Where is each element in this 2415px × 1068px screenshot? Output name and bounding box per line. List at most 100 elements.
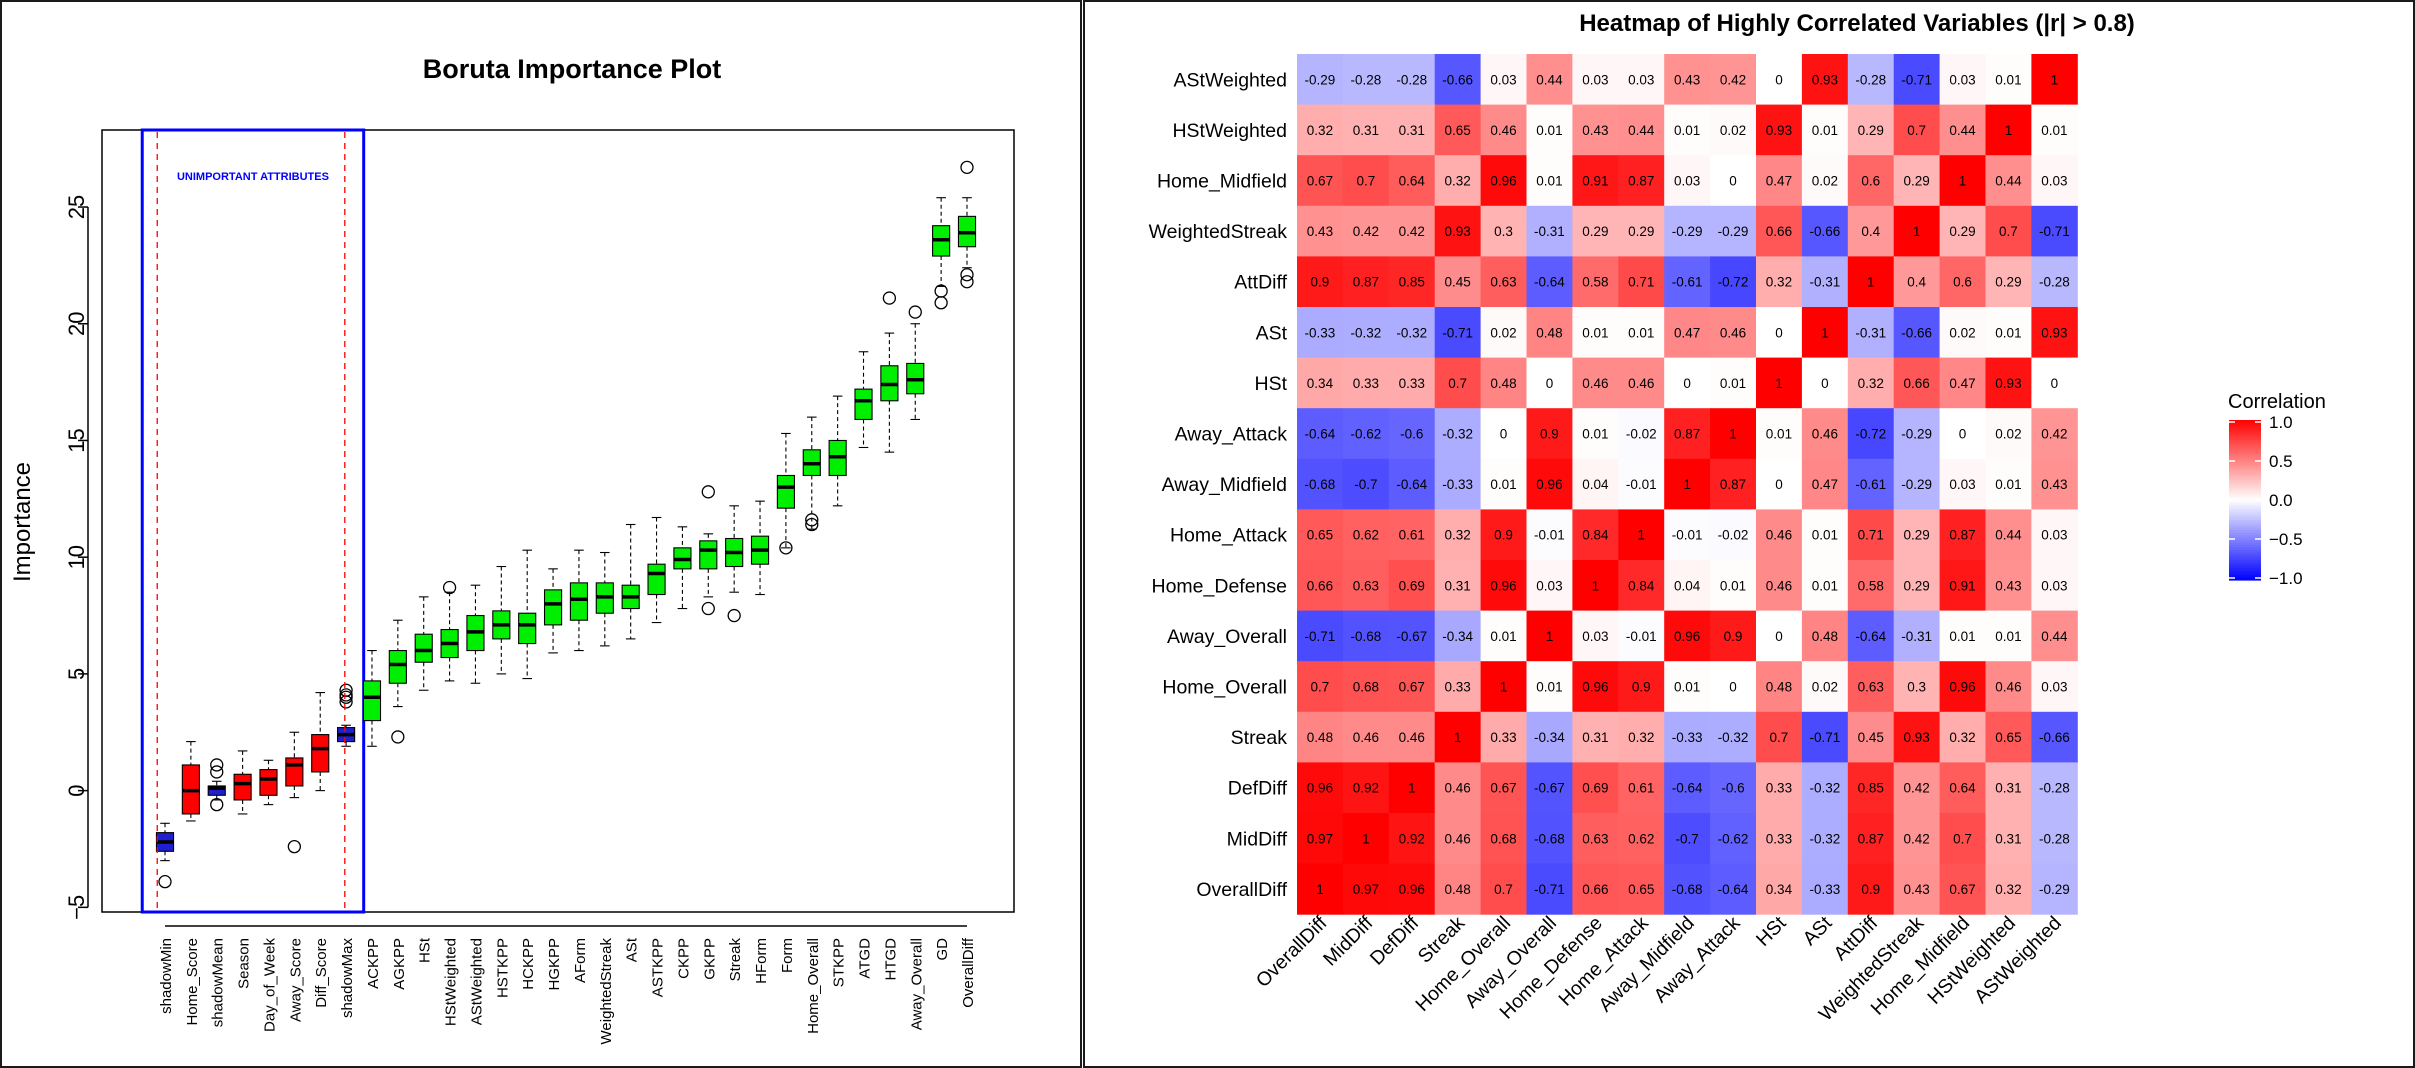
heatmap-cell-label: 0.7 bbox=[1448, 376, 1467, 391]
outlier-point bbox=[701, 601, 715, 616]
heatmap-cell bbox=[1618, 307, 1665, 359]
heatmap-cell bbox=[1618, 610, 1665, 662]
outlier-point bbox=[779, 541, 793, 555]
heatmap-cell-label: 0.01 bbox=[2041, 123, 2067, 138]
heatmap-cell bbox=[1342, 762, 1390, 814]
heatmap-cell-label: 0.29 bbox=[1904, 174, 1930, 189]
heatmap-cell-label: -0.71 bbox=[1534, 882, 1565, 897]
heatmap-cell bbox=[1434, 863, 1482, 915]
heatmap-cell-label: 0.87 bbox=[1949, 528, 1975, 543]
heatmap-cell bbox=[1434, 610, 1482, 662]
heatmap-cell bbox=[1618, 560, 1665, 612]
heatmap-cell-label: 0.96 bbox=[1490, 578, 1516, 593]
heatmap-cell bbox=[2031, 813, 2078, 865]
heatmap-cell bbox=[1893, 610, 1941, 662]
heatmap-cell-label: 0.46 bbox=[1399, 730, 1425, 745]
heatmap-cell bbox=[1664, 458, 1711, 510]
heatmap-cell-label: 0.32 bbox=[1949, 730, 1975, 745]
heatmap-cell bbox=[1710, 560, 1757, 612]
heatmap-cell bbox=[1572, 357, 1619, 409]
heatmap-cell bbox=[1710, 54, 1757, 106]
heatmap-cell bbox=[1664, 610, 1711, 662]
heatmap-cell bbox=[1664, 509, 1711, 561]
heatmap-row-label: MidDiff bbox=[1227, 828, 1288, 850]
legend-gradient-segment bbox=[2229, 472, 2261, 476]
heatmap-cell-label: 0.91 bbox=[1949, 578, 1975, 593]
legend-gradient-segment bbox=[2229, 555, 2261, 559]
heatmap-cell bbox=[1526, 104, 1573, 156]
heatmap-cell bbox=[1756, 408, 1803, 460]
box-Day_of_Week bbox=[259, 769, 278, 796]
heatmap-cell bbox=[1939, 762, 1986, 814]
heatmap-cell bbox=[1893, 661, 1941, 713]
heatmap-cell-label: 0.03 bbox=[1582, 72, 1608, 87]
heatmap-cell-label: 0.47 bbox=[1812, 477, 1838, 492]
heatmap-cell bbox=[1480, 661, 1527, 713]
heatmap-cell bbox=[1756, 813, 1803, 865]
y-tick-label: 25 bbox=[64, 195, 89, 219]
heatmap-cell bbox=[1618, 155, 1665, 207]
legend-gradient-segment bbox=[2229, 550, 2261, 554]
x-tick-label: GD bbox=[934, 938, 951, 961]
heatmap-cell bbox=[1801, 711, 1849, 763]
heatmap-cell bbox=[1756, 307, 1803, 359]
heatmap-cell-label: 0 bbox=[1729, 680, 1737, 695]
heatmap-row-label: WeightedStreak bbox=[1149, 221, 1288, 243]
heatmap-cell bbox=[1801, 458, 1849, 510]
heatmap-row-label: Home_Midfield bbox=[1157, 171, 1287, 193]
legend-gradient-segment bbox=[2229, 427, 2261, 431]
heatmap-cell-label: 0.32 bbox=[1766, 275, 1792, 290]
x-tick-label: HTGD bbox=[882, 938, 899, 981]
heatmap-cell-label: 0.01 bbox=[1536, 123, 1562, 138]
heatmap-cell bbox=[1847, 863, 1895, 915]
heatmap-cell bbox=[1388, 408, 1436, 460]
legend-gradient-segment bbox=[2229, 470, 2261, 474]
heatmap-cell bbox=[1847, 661, 1895, 713]
heatmap-cell-label: -0.66 bbox=[2039, 730, 2070, 745]
outlier-point bbox=[882, 291, 897, 305]
legend-gradient-segment bbox=[2229, 520, 2261, 524]
heatmap-cell-label: 0.29 bbox=[1904, 578, 1930, 593]
heatmap-cell-label: 0.04 bbox=[1582, 477, 1609, 492]
heatmap-cell-label: -0.64 bbox=[1718, 882, 1749, 897]
outlier-point bbox=[210, 797, 224, 812]
heatmap-cell-label: 0.01 bbox=[1536, 680, 1562, 695]
heatmap-cell bbox=[1526, 256, 1573, 308]
heatmap-cell bbox=[1710, 408, 1757, 460]
heatmap-cell bbox=[1342, 54, 1390, 106]
heatmap-cell bbox=[1434, 560, 1482, 612]
heatmap-cell bbox=[1756, 863, 1803, 915]
heatmap-row-label: AttDiff bbox=[1234, 272, 1287, 294]
heatmap-cell bbox=[1572, 509, 1619, 561]
heatmap-cell bbox=[1939, 155, 1986, 207]
heatmap-cell-label: -0.64 bbox=[1672, 781, 1703, 796]
heatmap-row-label: Home_Attack bbox=[1170, 525, 1287, 547]
heatmap-cell bbox=[1710, 711, 1757, 763]
heatmap-cell-label: -0.01 bbox=[1534, 528, 1565, 543]
heatmap-cell bbox=[1526, 205, 1573, 257]
heatmap-cell-label: 0.9 bbox=[1540, 427, 1559, 442]
heatmap-cell-label: 0.87 bbox=[1353, 275, 1379, 290]
heatmap-cell bbox=[1480, 560, 1527, 612]
x-tick-label: STKPP bbox=[831, 938, 848, 987]
heatmap-cell-label: -0.31 bbox=[1855, 325, 1886, 340]
heatmap-cell-label: 0.29 bbox=[1628, 224, 1654, 239]
heatmap-cell bbox=[1526, 711, 1573, 763]
heatmap-cell-label: 0.31 bbox=[1445, 578, 1471, 593]
heatmap-cell bbox=[1893, 155, 1941, 207]
x-tick-label: shadowMin bbox=[158, 938, 175, 1014]
box-Diff_Score bbox=[311, 734, 330, 773]
heatmap-cell bbox=[1985, 408, 2032, 460]
heatmap-cell bbox=[1985, 256, 2032, 308]
heatmap-cell-label: 0.32 bbox=[1858, 376, 1884, 391]
heatmap-cell bbox=[1664, 357, 1711, 409]
heatmap-cell bbox=[1618, 458, 1665, 510]
heatmap-cell-label: -0.6 bbox=[1721, 781, 1744, 796]
heatmap-cell-label: 0.7 bbox=[1311, 680, 1330, 695]
x-tick-label: Season bbox=[236, 938, 253, 989]
heatmap-cell bbox=[1847, 256, 1895, 308]
x-tick-label: ACKPP bbox=[365, 938, 382, 989]
heatmap-cell-label: 0.01 bbox=[1628, 325, 1654, 340]
box-shadowMean bbox=[207, 785, 226, 796]
legend-gradient-segment bbox=[2229, 435, 2261, 439]
